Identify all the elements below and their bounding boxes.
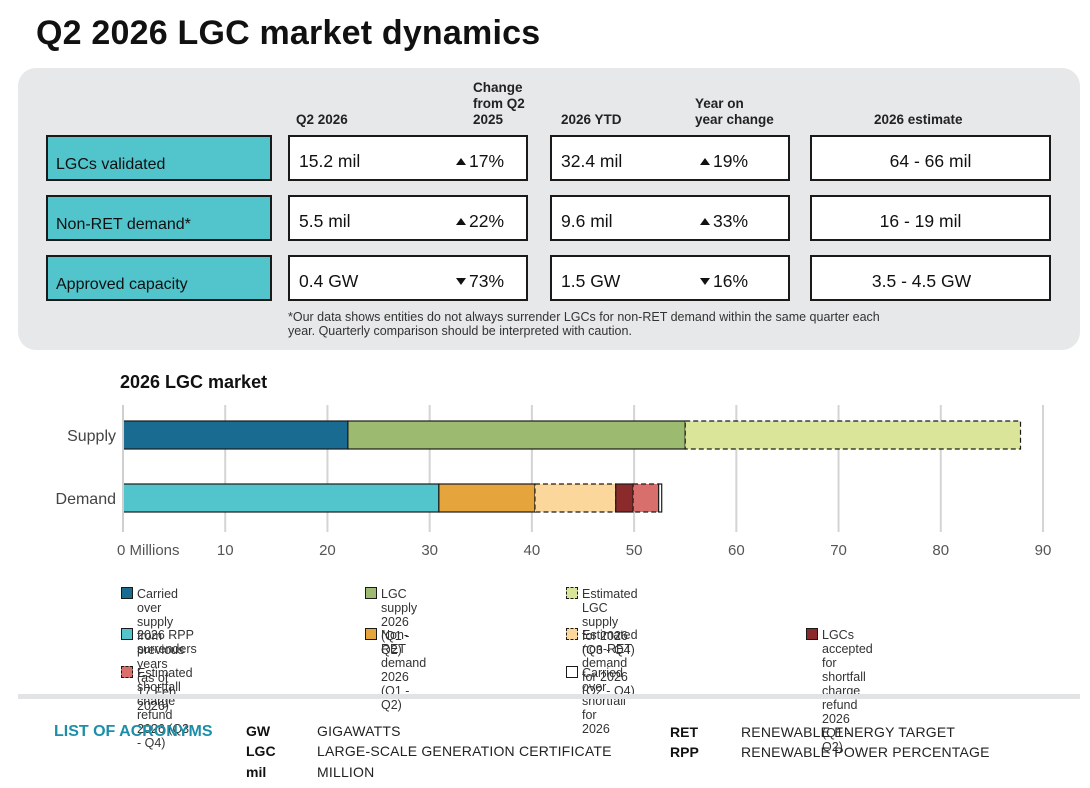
row-label-lgcs-validated: LGCs validated: [46, 135, 272, 181]
estimate-value: 16 - 19 mil: [879, 211, 962, 231]
x-tick-label: 60: [728, 542, 745, 559]
x-tick-label: 80: [932, 542, 949, 559]
cell-estimate-approved-capacity: 3.5 - 4.5 GW: [810, 255, 1051, 301]
acronym-definition: MILLION: [317, 764, 375, 780]
acronyms-title: LIST OF ACRONYMS: [54, 723, 213, 740]
bar-lgc: [347, 420, 686, 450]
col-header-change-q2: Change from Q2 2025: [473, 80, 525, 127]
legend-swatch: [121, 666, 133, 678]
x-tick-label: 30: [421, 542, 438, 559]
ytd-change: 16%: [700, 271, 748, 292]
col-header-q2: Q2 2026: [296, 112, 348, 127]
chart-title: 2026 LGC market: [120, 372, 268, 392]
page-title: Q2 2026 LGC market dynamics: [36, 14, 541, 52]
category-label: Demand: [56, 491, 116, 508]
up-arrow-icon: [456, 218, 466, 225]
cell-q2-non-ret-demand: 5.5 mil 22%: [288, 195, 528, 241]
col-header-yoy: Year on year change: [695, 96, 774, 127]
section-divider: [18, 694, 1080, 699]
legend-swatch: [566, 587, 578, 599]
x-tick-label: 70: [830, 542, 847, 559]
category-label: Supply: [67, 428, 116, 445]
cell-q2-approved-capacity: 0.4 GW 73%: [288, 255, 528, 301]
row-label-approved-capacity: Approved capacity: [46, 255, 272, 301]
down-arrow-icon: [700, 278, 710, 285]
x-tick-label: 40: [524, 542, 541, 559]
x-tick-label: 50: [626, 542, 643, 559]
bar-carried_shortfall: [658, 483, 663, 513]
bar-carried: [122, 420, 349, 450]
estimate-value: 3.5 - 4.5 GW: [871, 271, 972, 291]
acronym-abbr: mil: [246, 764, 267, 780]
row-label-non-ret-demand: Non-RET demand*: [46, 195, 272, 241]
q2-change: 22%: [456, 211, 504, 232]
ytd-value: 9.6 mil: [561, 211, 613, 231]
x-tick-label: 0 Millions: [117, 542, 180, 559]
cell-estimate-lgcs-validated: 64 - 66 mil: [810, 135, 1051, 181]
bar-shortfall: [615, 483, 634, 513]
table-footnote: *Our data shows entities do not always s…: [288, 310, 880, 338]
col-header-estimate: 2026 estimate: [874, 112, 963, 127]
x-tick-label: 10: [217, 542, 234, 559]
cell-ytd-non-ret-demand: 9.6 mil 33%: [550, 195, 790, 241]
ytd-value: 32.4 mil: [561, 151, 623, 171]
ytd-value: 1.5 GW: [561, 271, 621, 291]
q2-change: 73%: [456, 271, 504, 292]
q2-value: 15.2 mil: [299, 151, 361, 171]
estimate-value: 64 - 66 mil: [889, 151, 972, 171]
legend-swatch: [365, 628, 377, 640]
x-tick-label: 20: [319, 542, 336, 559]
up-arrow-icon: [700, 158, 710, 165]
cell-ytd-lgcs-validated: 32.4 mil 19%: [550, 135, 790, 181]
acronym-definition: LARGE-SCALE GENERATION CERTIFICATE: [317, 743, 612, 759]
up-arrow-icon: [456, 158, 466, 165]
cell-q2-lgcs-validated: 15.2 mil 17%: [288, 135, 528, 181]
legend-swatch: [806, 628, 818, 640]
bar-est_lgc: [684, 420, 1022, 450]
up-arrow-icon: [700, 218, 710, 225]
legend-swatch: [566, 628, 578, 640]
acronym-definition: RENEWABLE POWER PERCENTAGE: [741, 744, 990, 760]
bar-est_shortfall: [632, 483, 660, 513]
ytd-change: 33%: [700, 211, 748, 232]
cell-estimate-non-ret-demand: 16 - 19 mil: [810, 195, 1051, 241]
legend-swatch: [121, 587, 133, 599]
legend-swatch: [566, 666, 578, 678]
q2-value: 0.4 GW: [299, 271, 359, 291]
legend-swatch: [365, 587, 377, 599]
acronym-abbr: LGC: [246, 743, 276, 759]
lgc-market-chart: 0 Millions 10 20 30 40 50 60 70 80 90 Supply Demand: [56, 405, 1052, 559]
cell-ytd-approved-capacity: 1.5 GW 16%: [550, 255, 790, 301]
legend-swatch: [121, 628, 133, 640]
acronym-abbr: RET: [670, 724, 698, 740]
q2-change: 17%: [456, 151, 504, 172]
acronym-definition: RENEWABLE ENERGY TARGET: [741, 724, 956, 740]
bar-est_nonret: [534, 483, 617, 513]
acronym-definition: GIGAWATTS: [317, 723, 401, 739]
x-tick-label: 90: [1035, 542, 1052, 559]
acronym-abbr: GW: [246, 723, 271, 739]
acronym-abbr: RPP: [670, 744, 699, 760]
bar-rpp: [122, 483, 440, 513]
ytd-change: 19%: [700, 151, 748, 172]
col-header-ytd: 2026 YTD: [561, 112, 622, 127]
q2-value: 5.5 mil: [299, 211, 351, 231]
bar-nonret: [438, 483, 536, 513]
down-arrow-icon: [456, 278, 466, 285]
